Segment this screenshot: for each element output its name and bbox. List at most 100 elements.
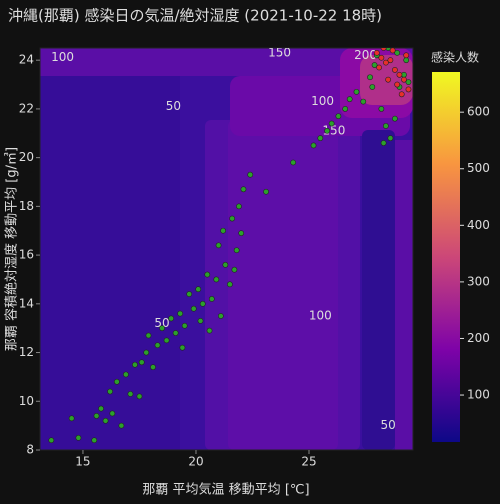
scatter-point (113, 378, 120, 385)
contour-label: 50 (154, 316, 169, 330)
scatter-point (229, 215, 236, 222)
scatter-point (118, 422, 125, 429)
scatter-point (150, 364, 156, 371)
colorbar-title: 感染人数 (431, 50, 479, 65)
scatter-point (369, 84, 376, 90)
scatter-point (324, 127, 330, 134)
scatter-point (382, 59, 389, 66)
scatter-point (353, 88, 360, 95)
y-axis-label: 那覇 容積絶対湿度 移動平均 [g/㎥] (4, 147, 20, 351)
chart-title: 沖縄(那覇) 感染日の気温/絶対湿度 (2021-10-22 18時) (8, 7, 382, 25)
scatter-point (382, 123, 389, 129)
scatter-point (405, 79, 412, 86)
scatter-point (145, 332, 152, 339)
scatter-point (238, 230, 245, 237)
scatter-point (123, 371, 129, 378)
scatter-point (186, 291, 193, 297)
scatter-point (360, 98, 367, 105)
colorbar (432, 72, 460, 442)
scatter-point (396, 71, 403, 78)
scatter-point (136, 393, 143, 400)
scatter-point (376, 64, 382, 71)
scatter-point (190, 305, 197, 312)
scatter-point (403, 57, 410, 64)
scatter-point (240, 186, 247, 193)
y-tick-label: 22 (19, 101, 34, 115)
scatter-point (197, 317, 204, 324)
scatter-point (401, 76, 407, 83)
scatter-point (233, 247, 240, 254)
scatter-point (387, 57, 394, 64)
scatter-point (380, 48, 387, 51)
y-tick-label: 12 (19, 345, 34, 359)
scatter-point (394, 81, 401, 88)
y-tick-label: 16 (19, 248, 34, 262)
scatter-point (204, 271, 211, 278)
scatter-point (290, 159, 297, 166)
scatter-point (98, 405, 104, 412)
scatter-point (392, 115, 398, 122)
scatter-point (385, 76, 392, 83)
scatter-point (367, 74, 373, 81)
scatter-point (102, 417, 109, 424)
colorbar-tick-label: 500 (467, 161, 490, 175)
scatter-point (222, 261, 229, 268)
scatter-point (199, 300, 206, 307)
scatter-point (387, 135, 394, 142)
scatter-point (68, 415, 75, 422)
scatter-point (93, 412, 100, 419)
scatter-point (398, 91, 405, 98)
scatter-point (107, 388, 113, 395)
scatter-point (394, 49, 401, 56)
x-tick-label: 20 (188, 455, 203, 469)
scatter-point (378, 106, 385, 112)
contour-label: 50 (166, 99, 181, 113)
scatter-point (75, 434, 82, 441)
y-tick-label: 14 (19, 296, 34, 310)
scatter-point (263, 188, 269, 195)
scatter-point (403, 52, 410, 59)
scatter-point (380, 140, 387, 146)
contour-label: 100 (311, 94, 334, 108)
scatter-point (206, 327, 213, 334)
y-tick-label: 10 (19, 394, 34, 408)
contour-label: 150 (322, 123, 345, 137)
scatter-point (91, 437, 98, 444)
scatter-point (310, 142, 317, 149)
scatter-point (138, 359, 145, 366)
scatter-point (132, 361, 138, 368)
contour-label: 150 (268, 45, 291, 59)
scatter-point (335, 113, 342, 120)
scatter-point (226, 281, 233, 288)
contour-label: 200 (354, 48, 377, 62)
scatter-point (346, 96, 353, 103)
scatter-point (181, 322, 188, 329)
scatter-point (127, 391, 134, 397)
scatter-point (109, 410, 116, 417)
colorbar-tick-label: 100 (467, 388, 490, 402)
scatter-point (405, 86, 412, 93)
y-tick-label: 20 (19, 150, 34, 164)
x-tick-label: 25 (301, 455, 316, 469)
contour-label: 50 (380, 418, 395, 432)
scatter-point (231, 266, 238, 273)
scatter-point (220, 227, 227, 234)
scatter-point (163, 337, 170, 344)
scatter-point (247, 171, 254, 178)
scatter-point (371, 62, 378, 68)
contour-field (40, 48, 413, 450)
scatter-point (392, 67, 398, 73)
scatter-point (317, 135, 324, 142)
contour-label: 100 (51, 50, 74, 64)
y-tick-label: 8 (26, 443, 34, 457)
scatter-point (389, 48, 396, 54)
scatter-point (172, 330, 179, 336)
scatter-point (154, 342, 161, 349)
colorbar-tick-label: 400 (467, 218, 490, 232)
scatter-point (217, 313, 224, 319)
scatter-point (195, 286, 202, 293)
scatter-point (179, 344, 186, 351)
scatter-point (378, 54, 385, 61)
scatter-point (215, 242, 222, 249)
scatter-point (236, 203, 242, 210)
